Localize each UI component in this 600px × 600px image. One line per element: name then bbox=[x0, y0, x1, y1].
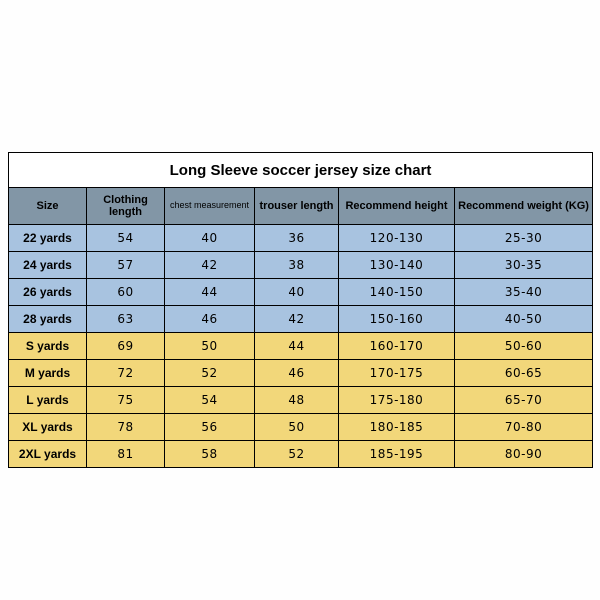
col-rec-height: Recommend height bbox=[339, 188, 455, 225]
cell: 2XL yards bbox=[9, 441, 87, 468]
cell: 52 bbox=[165, 360, 255, 387]
cell: 38 bbox=[255, 252, 339, 279]
cell: 160-170 bbox=[339, 333, 455, 360]
table-row: 28 yards634642150-16040-50 bbox=[9, 306, 593, 333]
cell: 50-60 bbox=[455, 333, 593, 360]
cell: 69 bbox=[87, 333, 165, 360]
cell: 28 yards bbox=[9, 306, 87, 333]
cell: 35-40 bbox=[455, 279, 593, 306]
cell: 120-130 bbox=[339, 225, 455, 252]
table-row: 22 yards544036120-13025-30 bbox=[9, 225, 593, 252]
cell: 78 bbox=[87, 414, 165, 441]
col-rec-weight: Recommend weight (KG) bbox=[455, 188, 593, 225]
cell: 40 bbox=[255, 279, 339, 306]
cell: 25-30 bbox=[455, 225, 593, 252]
table-row: M yards725246170-17560-65 bbox=[9, 360, 593, 387]
cell: 175-180 bbox=[339, 387, 455, 414]
table-row: XL yards785650180-18570-80 bbox=[9, 414, 593, 441]
cell: 48 bbox=[255, 387, 339, 414]
cell: 40-50 bbox=[455, 306, 593, 333]
cell: 72 bbox=[87, 360, 165, 387]
cell: 42 bbox=[255, 306, 339, 333]
cell: 30-35 bbox=[455, 252, 593, 279]
cell: 44 bbox=[165, 279, 255, 306]
cell: 140-150 bbox=[339, 279, 455, 306]
cell: M yards bbox=[9, 360, 87, 387]
cell: 75 bbox=[87, 387, 165, 414]
cell: 42 bbox=[165, 252, 255, 279]
cell: 63 bbox=[87, 306, 165, 333]
size-chart-table: Long Sleeve soccer jersey size chart Siz… bbox=[8, 152, 593, 468]
table-row: 26 yards604440140-15035-40 bbox=[9, 279, 593, 306]
table-row: L yards755448175-18065-70 bbox=[9, 387, 593, 414]
cell: 81 bbox=[87, 441, 165, 468]
cell: L yards bbox=[9, 387, 87, 414]
cell: 22 yards bbox=[9, 225, 87, 252]
cell: 58 bbox=[165, 441, 255, 468]
cell: 40 bbox=[165, 225, 255, 252]
cell: 50 bbox=[255, 414, 339, 441]
cell: 65-70 bbox=[455, 387, 593, 414]
header-row: Size Clothing length chest measurement t… bbox=[9, 188, 593, 225]
cell: 54 bbox=[165, 387, 255, 414]
cell: XL yards bbox=[9, 414, 87, 441]
cell: 180-185 bbox=[339, 414, 455, 441]
cell: 26 yards bbox=[9, 279, 87, 306]
col-chest: chest measurement bbox=[165, 188, 255, 225]
table-row: S yards695044160-17050-60 bbox=[9, 333, 593, 360]
cell: 46 bbox=[165, 306, 255, 333]
cell: 54 bbox=[87, 225, 165, 252]
title-row: Long Sleeve soccer jersey size chart bbox=[9, 153, 593, 188]
cell: 60 bbox=[87, 279, 165, 306]
chart-title: Long Sleeve soccer jersey size chart bbox=[9, 153, 593, 188]
table-row: 2XL yards815852185-19580-90 bbox=[9, 441, 593, 468]
cell: 56 bbox=[165, 414, 255, 441]
cell: 36 bbox=[255, 225, 339, 252]
cell: 170-175 bbox=[339, 360, 455, 387]
cell: 185-195 bbox=[339, 441, 455, 468]
cell: 57 bbox=[87, 252, 165, 279]
col-size: Size bbox=[9, 188, 87, 225]
cell: 130-140 bbox=[339, 252, 455, 279]
cell: 52 bbox=[255, 441, 339, 468]
cell: 70-80 bbox=[455, 414, 593, 441]
cell: 80-90 bbox=[455, 441, 593, 468]
cell: 24 yards bbox=[9, 252, 87, 279]
cell: 46 bbox=[255, 360, 339, 387]
table-row: 24 yards574238130-14030-35 bbox=[9, 252, 593, 279]
cell: S yards bbox=[9, 333, 87, 360]
cell: 44 bbox=[255, 333, 339, 360]
cell: 150-160 bbox=[339, 306, 455, 333]
cell: 60-65 bbox=[455, 360, 593, 387]
cell: 50 bbox=[165, 333, 255, 360]
col-trouser-length: trouser length bbox=[255, 188, 339, 225]
col-clothing-length: Clothing length bbox=[87, 188, 165, 225]
